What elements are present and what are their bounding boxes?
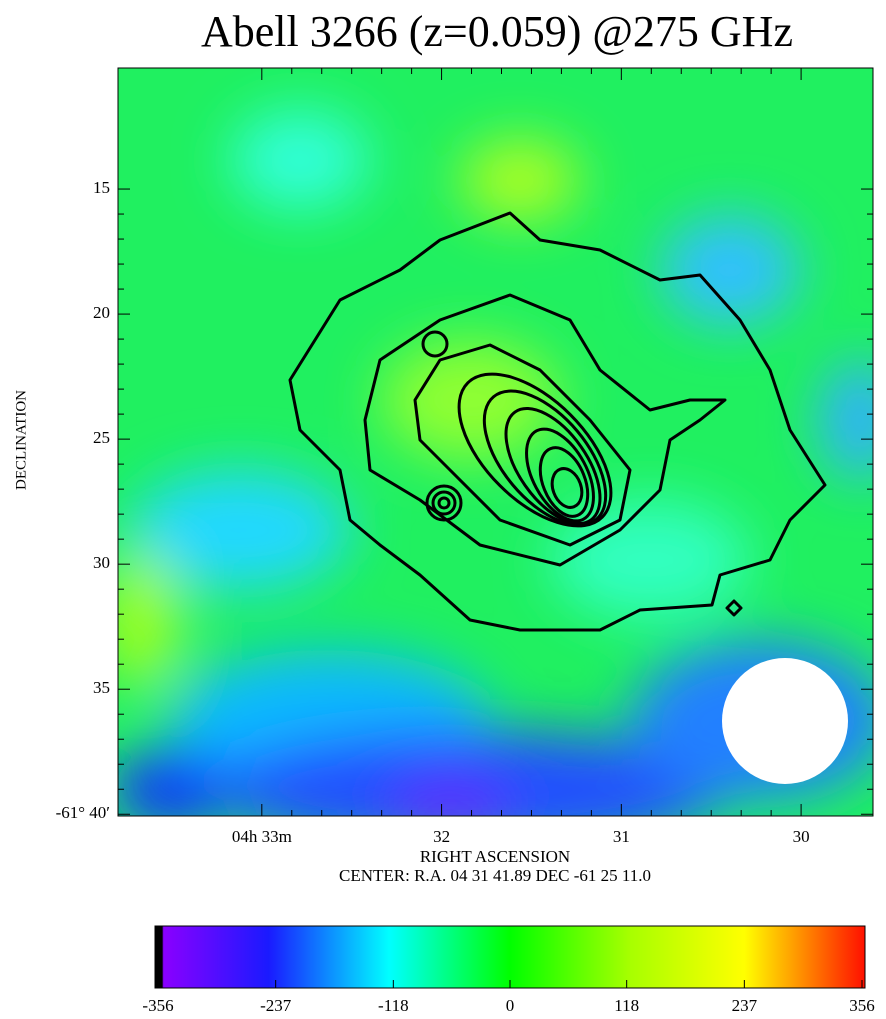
colorbar-tick-label: 356	[849, 996, 875, 1015]
colorbar-tick-label: 237	[732, 996, 758, 1015]
y-tick-label: 15	[93, 178, 110, 197]
subtitle: CENTER: R.A. 04 31 41.89 DEC -61 25 11.0	[339, 866, 651, 885]
chart: Abell 3266 (z=0.059) @275 GHz	[0, 0, 886, 1019]
colorbar-tick-label: 118	[614, 996, 639, 1015]
y-tick-label: 20	[93, 303, 110, 322]
x-axis-label: RIGHT ASCENSION	[420, 847, 570, 866]
y-tick-label: 30	[93, 553, 110, 572]
chart-title: Abell 3266 (z=0.059) @275 GHz	[201, 7, 793, 56]
colorbar	[155, 926, 865, 988]
y-tick-label: 25	[93, 428, 110, 447]
x-tick-label: 30	[793, 827, 810, 846]
colorbar-tick-label: -356	[142, 996, 173, 1015]
y-tick-label: 35	[93, 678, 110, 697]
y-axis-label: DECLINATION	[13, 390, 29, 490]
x-tick-label: 32	[433, 827, 450, 846]
x-tick-label: 31	[613, 827, 630, 846]
x-tick-label: 04h 33m	[232, 827, 292, 846]
y-tick-label: -61° 40′	[56, 803, 110, 822]
sky-map	[100, 68, 886, 850]
colorbar-tick-label: 0	[506, 996, 515, 1015]
colorbar-tick-label: -118	[378, 996, 409, 1015]
beam	[722, 658, 848, 784]
colorbar-tick-label: -237	[260, 996, 292, 1015]
